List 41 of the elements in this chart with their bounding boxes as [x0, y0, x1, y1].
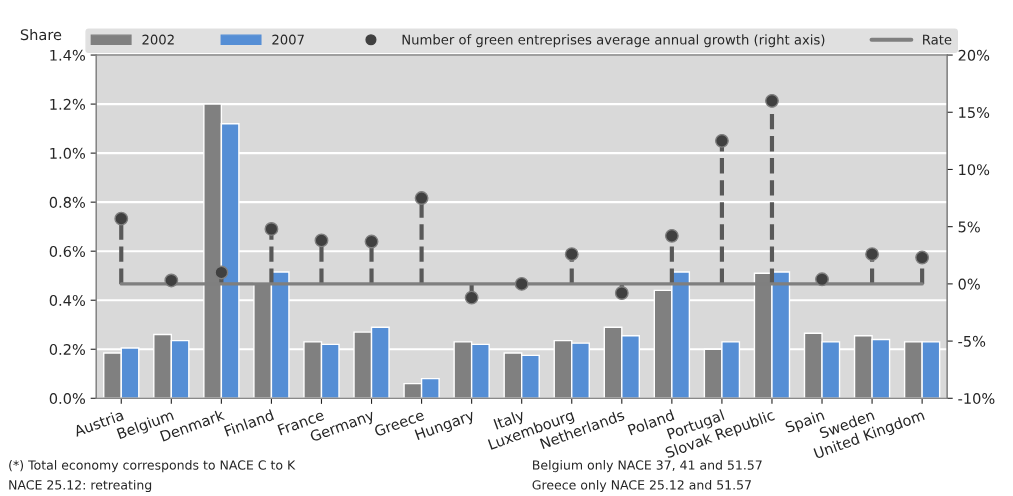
y-tick-label: 1.0% [50, 147, 86, 159]
point [664, 228, 679, 243]
y-tick-label: 0.8% [49, 196, 86, 208]
legend-label: 2007 [272, 34, 304, 45]
y-tick-label: 0.4% [49, 294, 86, 306]
text: Greece only NACE 25.12 and 51.57 [532, 479, 751, 493]
point [464, 290, 479, 305]
legend-label: Rate [923, 34, 952, 45]
text: NACE 25.12: retreating [9, 479, 152, 493]
point [164, 273, 179, 288]
point [865, 247, 880, 262]
text: Belgium only NACE 37, 41 and 51.57 [533, 460, 762, 473]
point [214, 265, 229, 280]
y-tick-label: 0.6% [49, 245, 86, 257]
legend-label: Number of green entreprises average annual growth (right axis) [402, 34, 825, 48]
legend-label: 2002 [142, 34, 174, 45]
y2-tick-label: 5% [958, 221, 980, 233]
y-tick-label: 0.2% [49, 343, 86, 355]
y2-tick-label: 10% [959, 164, 990, 176]
point [915, 250, 930, 265]
point [364, 234, 379, 249]
y-tick-label: 0.0% [49, 393, 86, 405]
y2-tick-label: 15% [959, 106, 990, 119]
y-axis-title: Share [20, 28, 62, 41]
point [614, 286, 629, 300]
y-tick-label: 1.2% [50, 98, 86, 110]
point [414, 191, 429, 206]
point [564, 247, 579, 262]
y2-tick-label: 0% [958, 278, 980, 290]
y2-tick-label: 20% [958, 49, 990, 61]
point [514, 276, 529, 291]
y2-tick-label: -5% [958, 335, 986, 347]
point [314, 233, 329, 248]
y2-tick-label: -10% [958, 393, 995, 405]
point [264, 222, 279, 236]
y-tick-label: 1.4% [50, 49, 86, 61]
point [815, 272, 829, 287]
point [114, 211, 129, 226]
point [765, 93, 779, 108]
point [714, 133, 729, 148]
text: (*) Total economy corresponds to NACE C to K [9, 460, 296, 473]
